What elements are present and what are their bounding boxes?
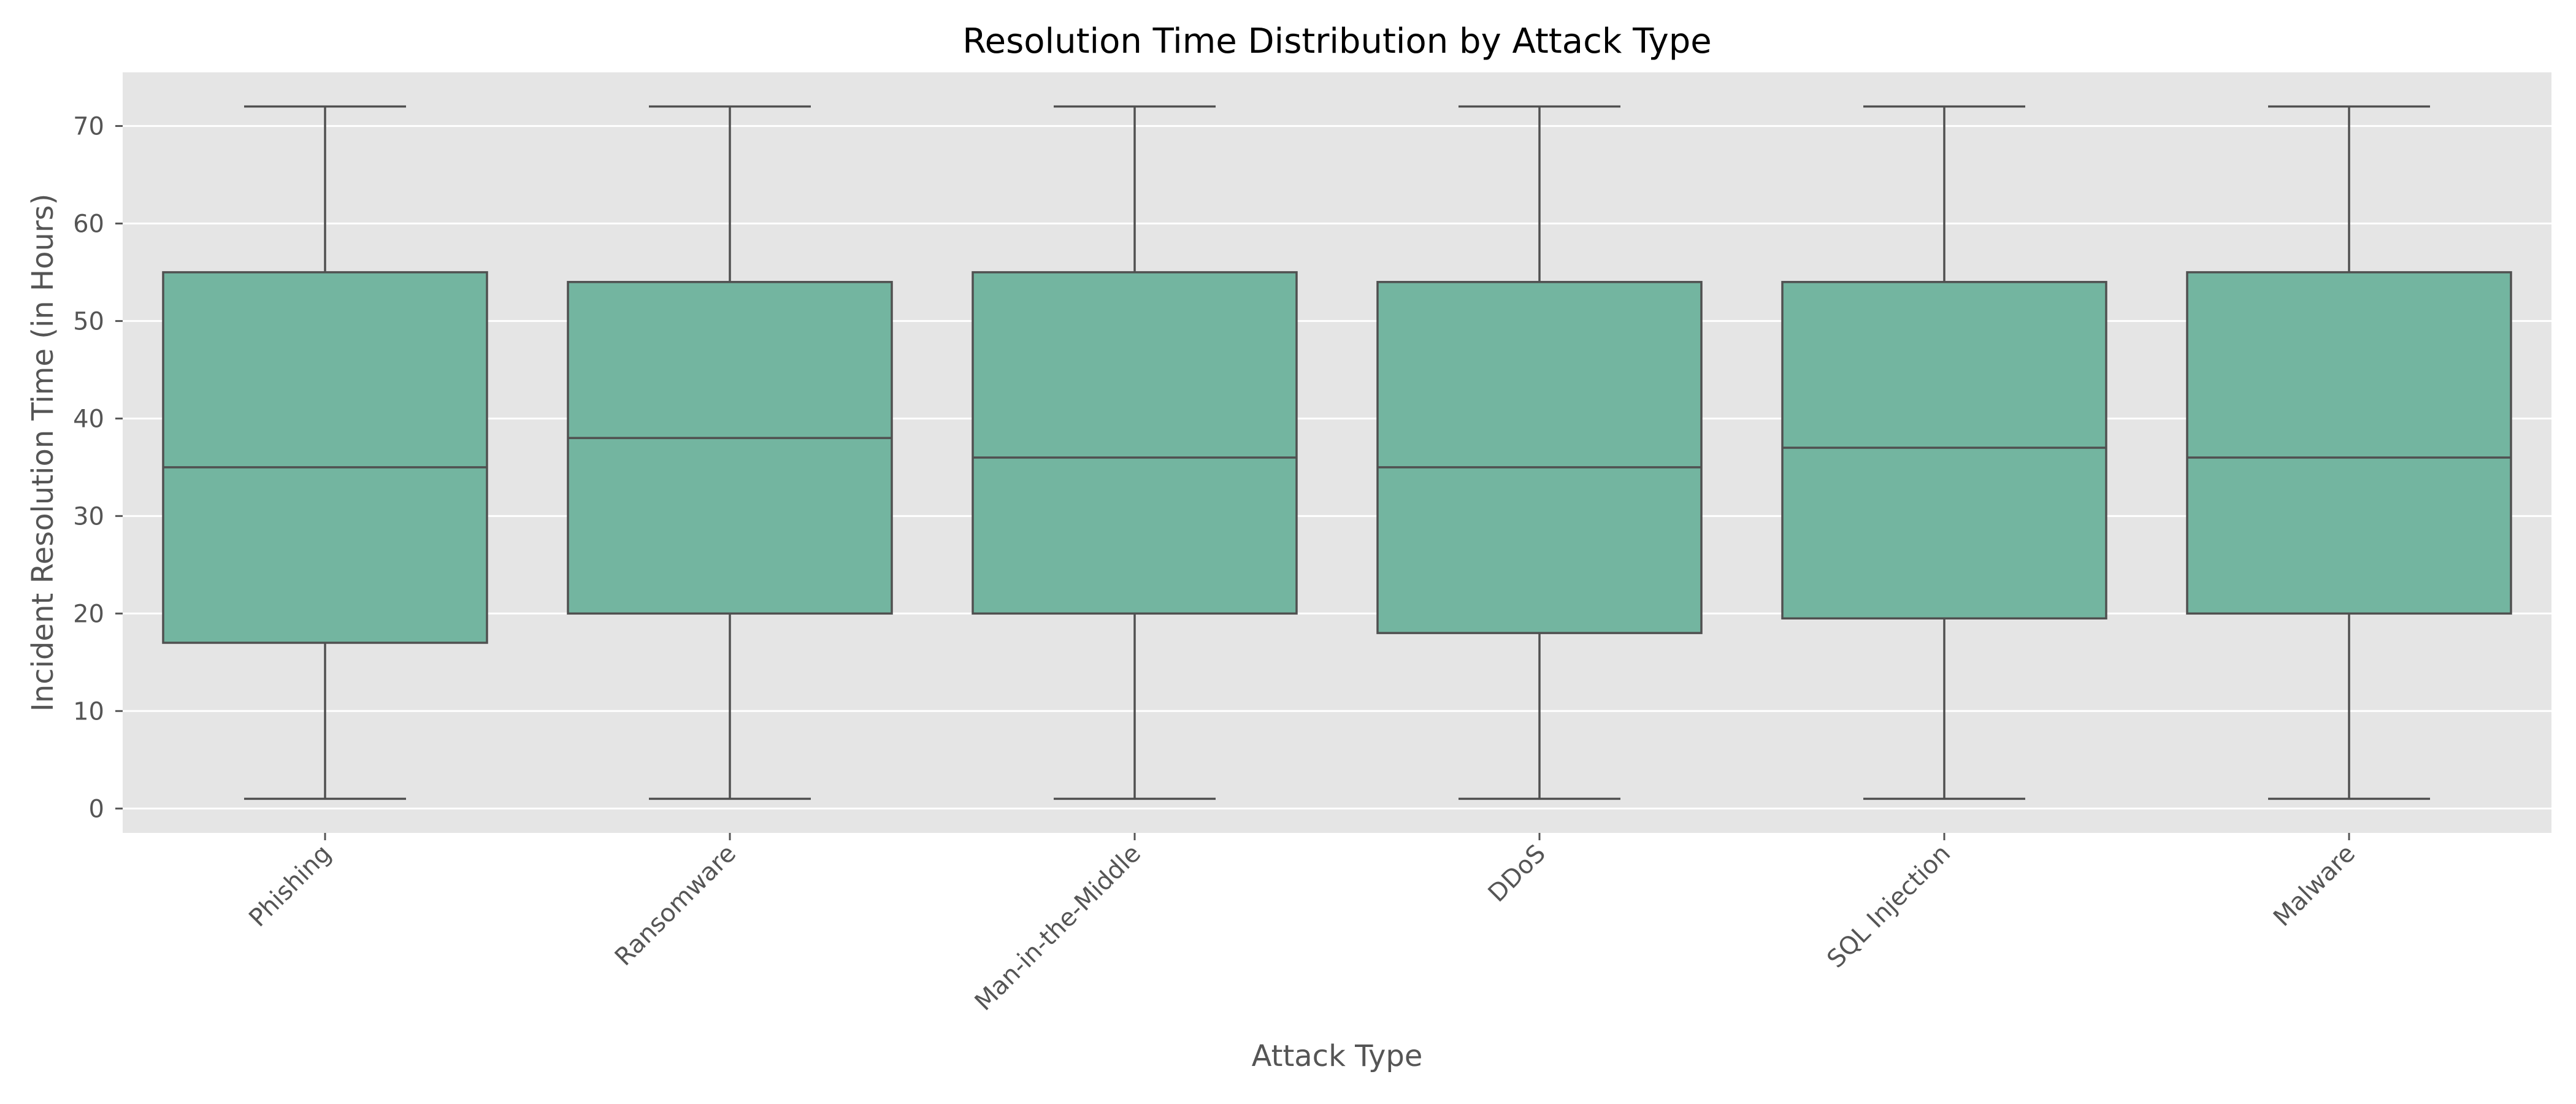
- y-tick-label: 30: [73, 502, 104, 531]
- y-axis-label: Incident Resolution Time (in Hours): [26, 194, 60, 712]
- x-tick-label: SQL Injection: [1822, 840, 1956, 974]
- iqr-box: [567, 281, 893, 615]
- y-tick-label: 50: [73, 307, 104, 335]
- box-0: [162, 105, 488, 800]
- x-tick-label: Ransomware: [610, 840, 742, 972]
- x-tick-label: DDoS: [1483, 840, 1551, 908]
- y-tick-label: 10: [73, 697, 104, 726]
- y-tick-label: 60: [73, 210, 104, 238]
- x-ticks: Phishing Ransomware Man-in-the-Middle DDoS S…: [243, 833, 2361, 1016]
- boxes: [162, 105, 2512, 800]
- box-5: [2186, 105, 2512, 800]
- box-1: [567, 105, 893, 800]
- iqr-box: [972, 271, 1298, 615]
- box-2: [972, 105, 1298, 800]
- x-tick-label: Phishing: [243, 840, 337, 933]
- iqr-box: [162, 271, 488, 644]
- iqr-box: [2186, 271, 2512, 615]
- chart-title: Resolution Time Distribution by Attack T…: [962, 21, 1711, 61]
- y-tick-label: 40: [73, 405, 104, 433]
- iqr-box: [1376, 281, 1703, 634]
- y-tick-label: 0: [89, 795, 104, 823]
- y-tick-label: 70: [73, 112, 104, 140]
- box-3: [1376, 105, 1703, 800]
- y-tick-label: 20: [73, 600, 104, 628]
- x-tick-label: Man-in-the-Middle: [970, 840, 1146, 1016]
- grid-lines: [123, 125, 2551, 810]
- box-4: [1781, 105, 2107, 800]
- x-axis-label: Attack Type: [1252, 1039, 1423, 1073]
- x-tick-label: Malware: [2268, 840, 2361, 932]
- iqr-box: [1781, 281, 2107, 620]
- y-ticks: 0 10 20 30 40 50 60 70: [73, 112, 123, 823]
- plot-background: [123, 72, 2551, 833]
